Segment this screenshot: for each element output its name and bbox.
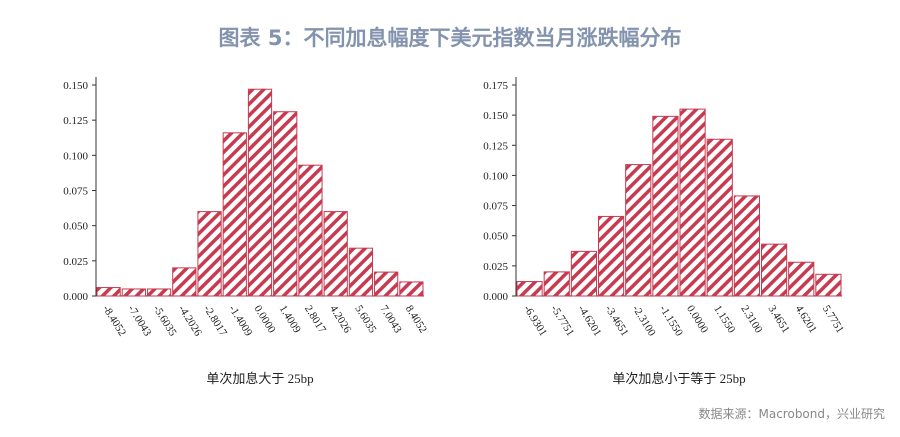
bar xyxy=(222,132,247,297)
x-tick-label: 1.4009 xyxy=(277,303,303,335)
x-tick-label: -6.9301 xyxy=(521,303,549,338)
x-tick-label: -8.4052 xyxy=(100,303,128,338)
x-tick-label: 5.7751 xyxy=(820,303,846,335)
bar xyxy=(570,250,597,297)
bar xyxy=(273,111,298,297)
x-axis-label: 单次加息大于 25bp xyxy=(206,371,313,386)
bar xyxy=(598,215,625,297)
bar xyxy=(706,138,733,297)
x-tick-label: -2.3100 xyxy=(630,303,658,339)
x-tick-label: -2.8017 xyxy=(201,303,229,339)
bar xyxy=(247,88,273,297)
y-tick-label: 0.125 xyxy=(63,115,88,127)
y-tick-label: 0.100 xyxy=(63,150,88,162)
y-tick-label: 0.025 xyxy=(483,261,508,273)
bar xyxy=(733,195,760,297)
x-tick-label: 0.0000 xyxy=(684,303,710,335)
chart-title: 图表 5：不同加息幅度下美元指数当月涨跌幅分布 xyxy=(219,26,682,50)
x-tick-label: -1.1550 xyxy=(657,303,685,339)
y-tick-label: 0.150 xyxy=(483,110,508,122)
y-tick-label: 0.000 xyxy=(483,291,508,303)
bar xyxy=(323,211,348,297)
x-tick-label: 5.6035 xyxy=(352,303,378,335)
x-axis-label: 单次加息小于等于 25bp xyxy=(612,371,745,386)
y-tick-label: 0.125 xyxy=(483,140,508,152)
y-tick-label: 0.150 xyxy=(63,80,88,92)
bar xyxy=(374,271,399,297)
x-tick-label: 0.0000 xyxy=(251,303,277,335)
y-tick-label: 0.025 xyxy=(63,256,88,268)
x-tick-label: 4.6201 xyxy=(793,303,819,335)
y-tick-label: 0.075 xyxy=(483,201,508,213)
y-tick-label: 0.175 xyxy=(483,80,508,92)
bar xyxy=(121,288,146,297)
bar xyxy=(761,243,788,297)
x-tick-label: 1.1550 xyxy=(711,303,737,335)
bar xyxy=(625,164,652,297)
x-tick-label: -4.6201 xyxy=(575,303,603,338)
x-tick-label: -1.4009 xyxy=(226,303,254,339)
x-tick-label: 4.2026 xyxy=(327,303,353,335)
bar xyxy=(197,211,222,297)
bar xyxy=(788,261,815,297)
x-tick-label: -5.6035 xyxy=(151,303,179,339)
x-tick-label: -5.7751 xyxy=(548,303,576,338)
y-tick-label: 0.075 xyxy=(63,186,88,198)
x-tick-label: 7.0043 xyxy=(378,303,404,335)
y-tick-label: 0.100 xyxy=(483,170,508,182)
bar xyxy=(298,164,323,297)
bar xyxy=(146,288,172,297)
bar xyxy=(172,267,197,297)
x-tick-label: 3.4651 xyxy=(766,303,792,335)
bar xyxy=(652,115,679,297)
x-tick-label: 8.4052 xyxy=(403,303,429,335)
x-tick-label: 2.8017 xyxy=(302,303,328,335)
bar xyxy=(815,273,842,297)
bar xyxy=(543,271,570,297)
y-tick-label: 0.050 xyxy=(63,221,88,233)
bar xyxy=(348,247,374,297)
x-tick-label: -7.0043 xyxy=(125,303,153,339)
x-tick-label: -4.2026 xyxy=(176,303,204,339)
bar xyxy=(399,281,424,297)
x-tick-label: -3.4651 xyxy=(603,303,631,338)
bar xyxy=(679,108,706,297)
y-tick-label: 0.000 xyxy=(63,291,88,303)
x-tick-label: 2.3100 xyxy=(738,303,764,335)
bar xyxy=(516,281,543,297)
bar xyxy=(96,287,121,297)
source: 数据来源：Macrobond，兴业研究 xyxy=(699,406,886,421)
y-tick-label: 0.050 xyxy=(483,231,508,243)
